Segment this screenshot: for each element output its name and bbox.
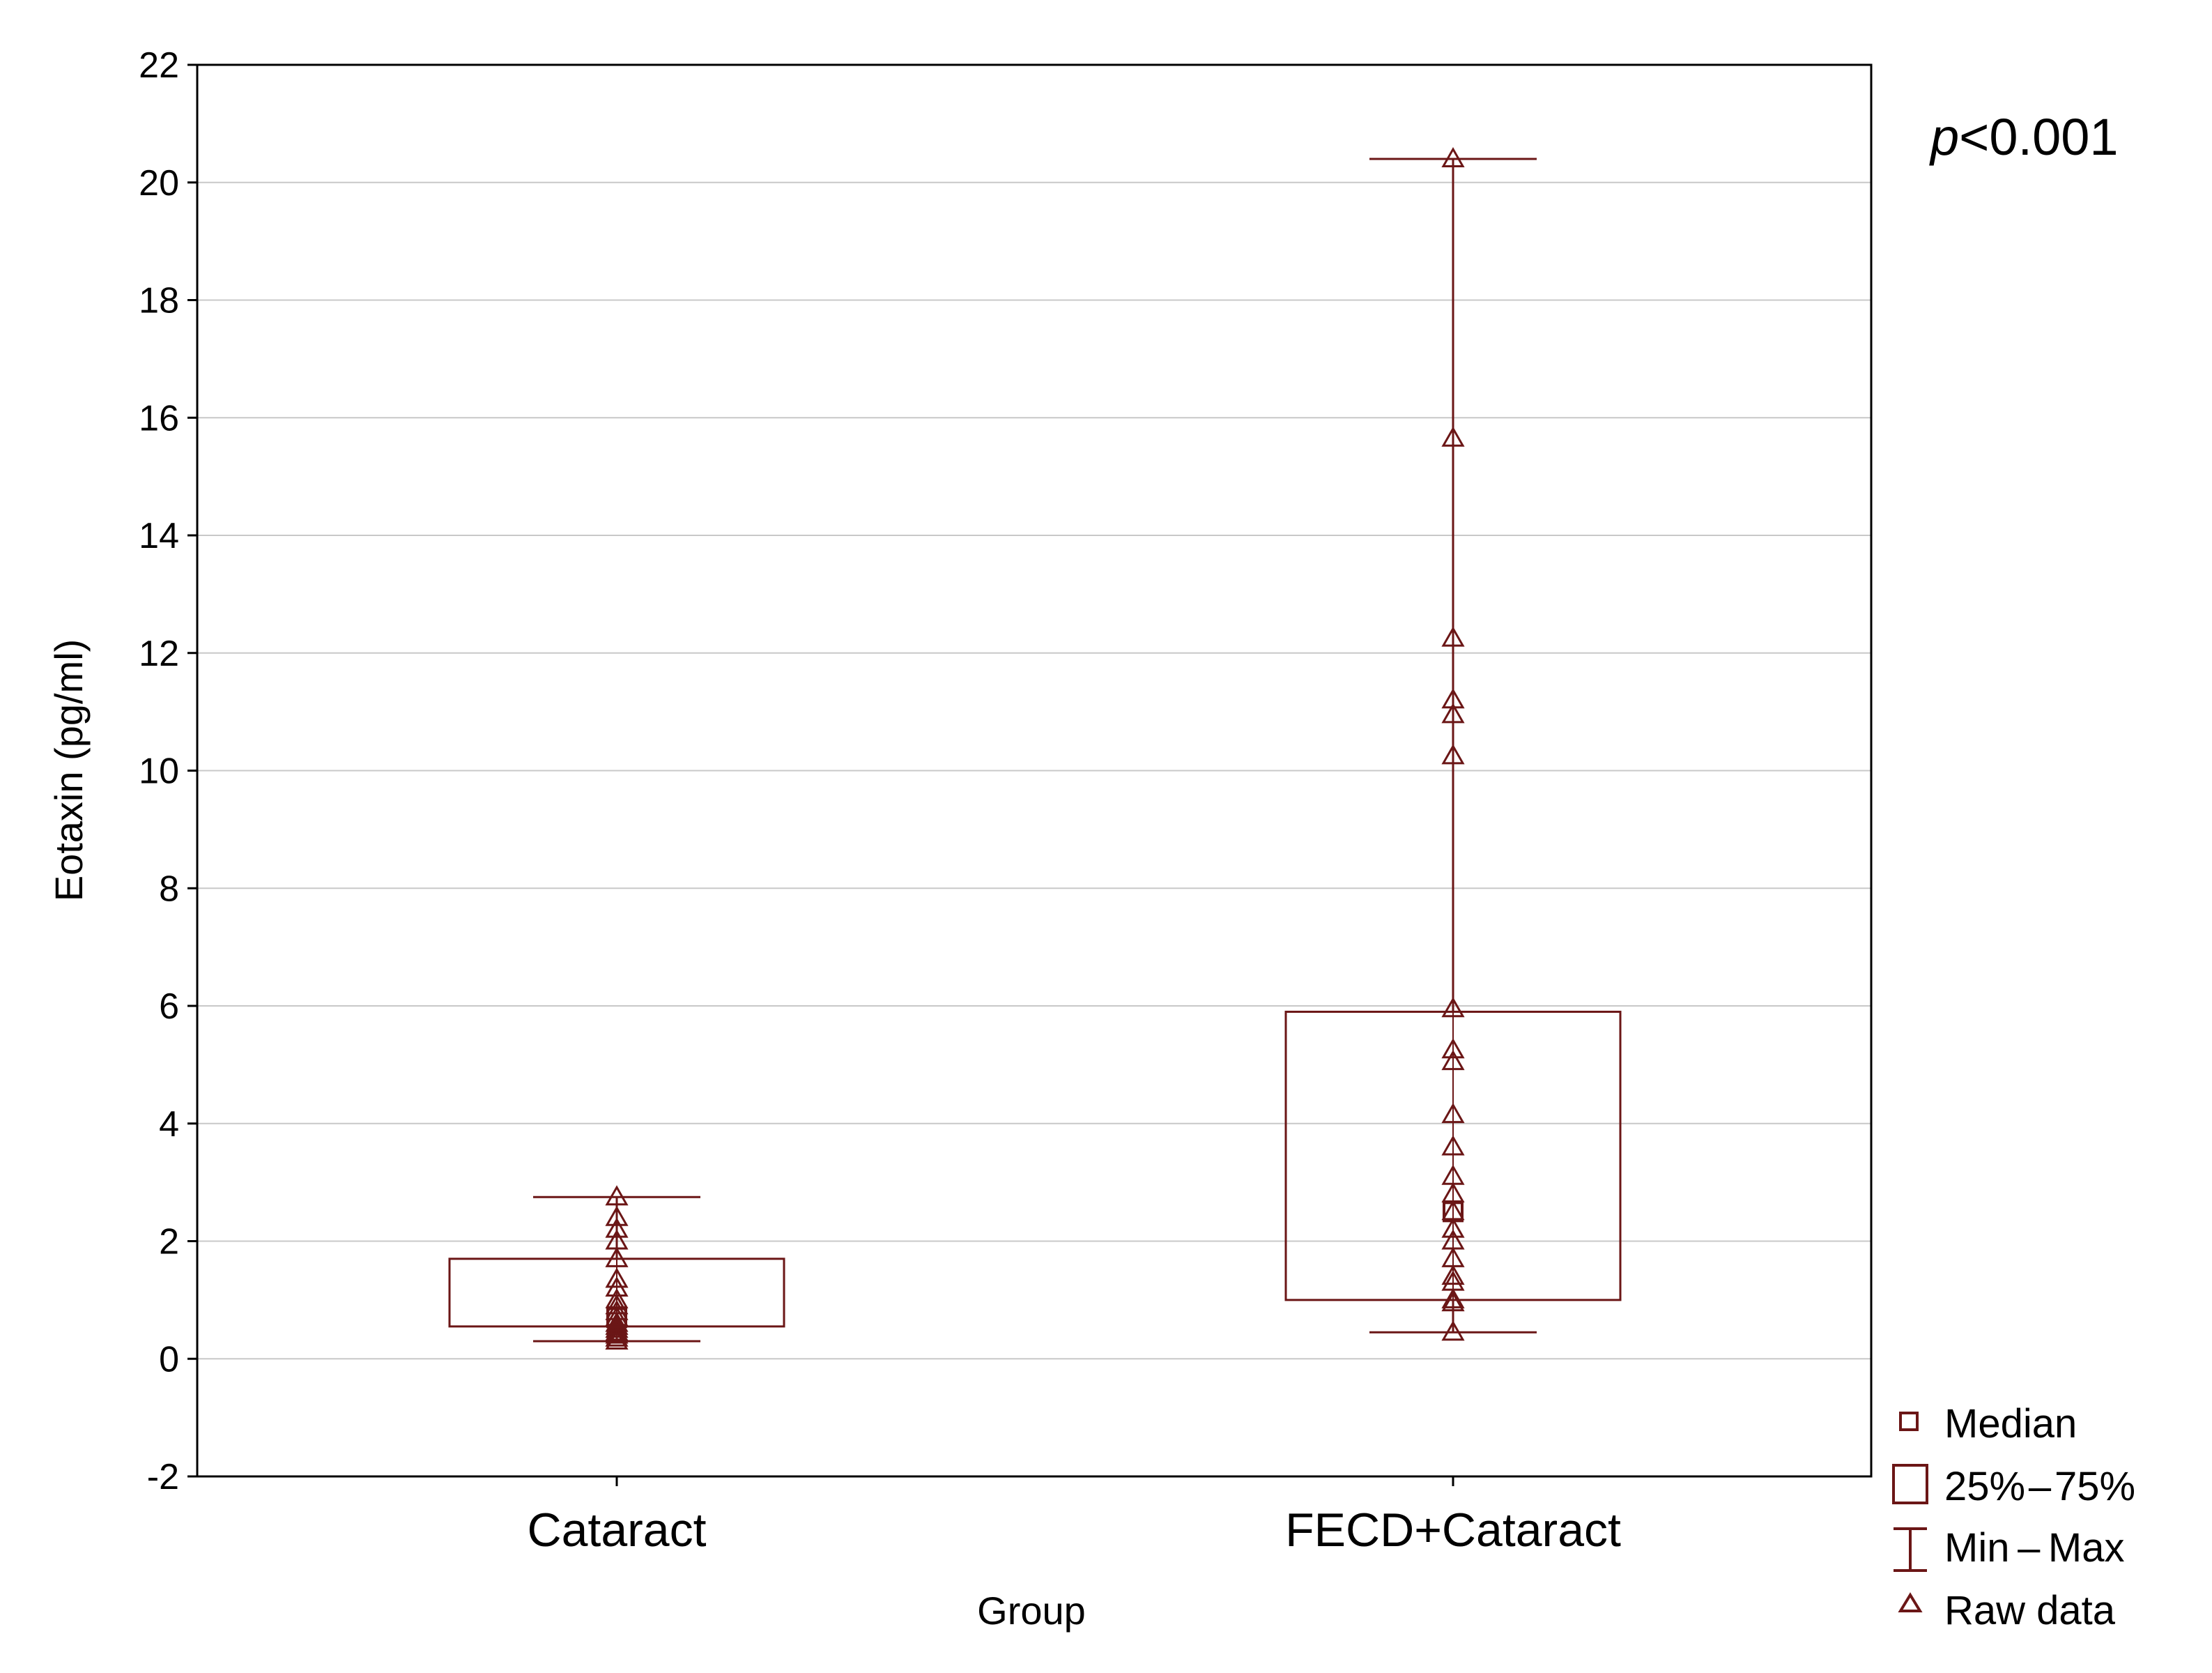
raw-data-point [605, 1246, 629, 1267]
x-category-label: Cataract [528, 1504, 707, 1557]
raw-data-point [1441, 1217, 1465, 1238]
median-square-icon [1899, 1412, 1919, 1431]
y-tick-label: 4 [159, 1104, 179, 1145]
legend-item-raw: Raw data [1898, 1588, 2116, 1633]
raw-data-point [1441, 744, 1465, 765]
legend: Median 25% – 75% Min – Max Raw data [1892, 1401, 2135, 1633]
p-value-text: <0.001 [1959, 108, 2118, 166]
raw-data-point [1441, 1164, 1465, 1185]
p-value-annotation: p<0.001 [1929, 108, 2119, 166]
raw-data-point [1441, 1103, 1465, 1124]
raw-data-point [1441, 1200, 1465, 1221]
raw-data-point [605, 1229, 629, 1250]
raw-data-point [1441, 688, 1465, 709]
raw-data-point [605, 1299, 629, 1320]
y-tick-label: 18 [139, 281, 179, 321]
raw-data-point [1441, 426, 1465, 447]
raw-data-point [1441, 1038, 1465, 1059]
iqr-box-icon [1892, 1464, 1928, 1504]
raw-data-point [1441, 1229, 1465, 1250]
p-value-prefix: p [1929, 108, 1959, 166]
raw-data-point [1441, 1246, 1465, 1267]
raw-data-point [1441, 1291, 1465, 1312]
y-tick-label: 14 [139, 516, 179, 556]
raw-data-point [605, 1267, 629, 1288]
raw-data-point [1441, 1265, 1465, 1285]
triangle-icon [1898, 1592, 1923, 1612]
legend-item-iqr: 25% – 75% [1892, 1464, 2135, 1509]
raw-data-point [605, 1306, 629, 1327]
y-tick-label: 16 [139, 398, 179, 438]
y-tick-label: 2 [159, 1222, 179, 1262]
raw-data-point [1441, 626, 1465, 647]
raw-data-point [605, 1185, 629, 1206]
median-marker [1443, 1201, 1464, 1223]
median-marker [606, 1307, 627, 1329]
x-axis-categories: Cataract FECD+Cataract [528, 1476, 1621, 1557]
y-tick-label: 20 [139, 163, 179, 204]
legend-item-minmax: Min – Max [1894, 1525, 2125, 1572]
raw-data-point [605, 1317, 629, 1338]
raw-data-point [1441, 146, 1465, 167]
raw-data-point [605, 1205, 629, 1226]
raw-data-point [1441, 703, 1465, 724]
box-series [448, 146, 1622, 1350]
y-tick-label: 8 [159, 869, 179, 909]
whisker-icon [1894, 1527, 1927, 1572]
plot-area-frame [196, 63, 1873, 1478]
legend-item-median: Median [1899, 1401, 2077, 1446]
y-tick-label: -2 [147, 1457, 179, 1497]
raw-data-point [1441, 997, 1465, 1018]
legend-label-minmax: Min – Max [1944, 1525, 2125, 1571]
raw-data-point [605, 1217, 629, 1238]
raw-data-point [605, 1294, 629, 1315]
legend-label-median: Median [1944, 1401, 2077, 1446]
x-category-label: FECD+Cataract [1285, 1504, 1621, 1557]
y-tick-label: 6 [159, 986, 179, 1027]
box-group-fecd-cataract [1284, 146, 1622, 1341]
x-axis-title: Group [977, 1589, 1086, 1633]
legend-label-iqr: 25% – 75% [1944, 1464, 2135, 1509]
box-group-cataract [448, 1185, 785, 1350]
raw-data-point [1441, 1288, 1465, 1308]
y-tick-label: 0 [159, 1339, 179, 1380]
y-axis-title: Eotaxin (pg/ml) [47, 639, 91, 902]
raw-data-point [1441, 1135, 1465, 1156]
y-tick-label: 22 [139, 45, 179, 86]
raw-data-point [1441, 1270, 1465, 1291]
raw-data-point [1441, 1050, 1465, 1071]
raw-data-point [1441, 1320, 1465, 1341]
raw-data-point [605, 1311, 629, 1332]
gridlines [197, 181, 1871, 1360]
y-tick-label: 10 [139, 751, 179, 792]
y-tick-label: 12 [139, 634, 179, 674]
legend-label-raw: Raw data [1944, 1588, 2116, 1633]
y-axis-ticks: -2 0 2 4 6 8 10 12 14 16 18 20 22 [139, 45, 197, 1497]
